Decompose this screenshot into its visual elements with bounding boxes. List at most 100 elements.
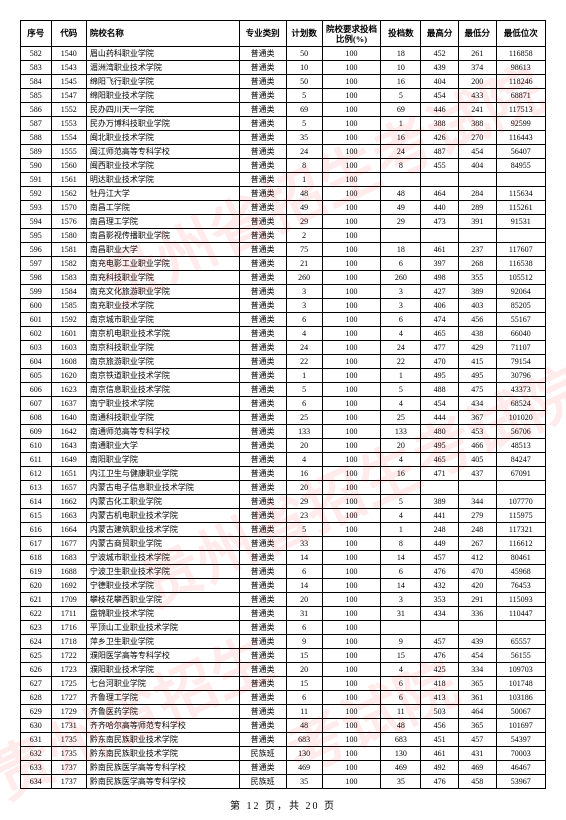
cell-low (458, 173, 496, 187)
table-row: 6031603南京科技职业学院普通类241002447742971107 (21, 341, 546, 355)
cell-archive: 683 (381, 733, 421, 747)
cell-code: 1657 (51, 481, 86, 495)
cell-rank: 117321 (496, 523, 545, 537)
cell-low: 365 (458, 677, 496, 691)
cell-high: 449 (421, 537, 459, 551)
cell-ratio: 100 (322, 299, 381, 313)
cell-low: 291 (458, 593, 496, 607)
cell-ratio: 100 (322, 719, 381, 733)
cell-type: 普通类 (239, 159, 286, 173)
cell-archive: 48 (381, 719, 421, 733)
cell-rank: 84955 (496, 159, 545, 173)
cell-archive: 9 (381, 635, 421, 649)
cell-type: 普通类 (239, 397, 286, 411)
cell-archive: 16 (381, 467, 421, 481)
cell-high: 487 (421, 145, 459, 159)
cell-seq: 620 (21, 579, 52, 593)
cell-rank: 48513 (496, 439, 545, 453)
cell-name: 南昌影视传播职业学院 (86, 229, 239, 243)
cell-code: 1561 (51, 173, 86, 187)
cell-name: 南充文化旅游职业学院 (86, 285, 239, 299)
cell-ratio: 100 (322, 117, 381, 131)
cell-type: 民族班 (239, 775, 286, 789)
cell-rank: 101748 (496, 677, 545, 691)
cell-plan: 6 (286, 621, 322, 635)
cell-high: 248 (421, 523, 459, 537)
cell-archive: 14 (381, 551, 421, 565)
cell-seq: 623 (21, 621, 52, 635)
cell-name: 闽北职业技术学院 (86, 131, 239, 145)
cell-seq: 590 (21, 159, 52, 173)
cell-code: 1570 (51, 201, 86, 215)
cell-seq: 624 (21, 635, 52, 649)
cell-type: 普通类 (239, 75, 286, 89)
cell-high: 474 (421, 313, 459, 327)
cell-name: 民办万博科技职业学院 (86, 117, 239, 131)
cell-plan: 5 (286, 383, 322, 397)
cell-seq: 632 (21, 747, 52, 761)
cell-low: 466 (458, 439, 496, 453)
cell-code: 1540 (51, 47, 86, 61)
cell-archive: 24 (381, 341, 421, 355)
table-header: 序号 代码 院校名称 专业类别 计划数 院校要求投档比例(%) 投档数 最高分 … (21, 21, 546, 47)
table-row: 6221711盘锦职业技术学院普通类3110031434336110447 (21, 607, 546, 621)
table-row: 6161664内蒙古建筑职业技术学院普通类51001248248117321 (21, 523, 546, 537)
cell-name: 内蒙古商贸职业学院 (86, 537, 239, 551)
cell-rank: 68871 (496, 89, 545, 103)
cell-seq: 619 (21, 565, 52, 579)
cell-name: 内蒙古机电职业技术学院 (86, 509, 239, 523)
table-row: 5951580南昌影视传播职业学院普通类2100 (21, 229, 546, 243)
cell-high: 473 (421, 215, 459, 229)
cell-type: 普通类 (239, 453, 286, 467)
cell-name: 南通职业大学 (86, 439, 239, 453)
cell-name: 内蒙古建筑职业技术学院 (86, 523, 239, 537)
cell-high: 454 (421, 397, 459, 411)
cell-type: 普通类 (239, 439, 286, 453)
cell-high (421, 481, 459, 495)
table-row: 5821540眉山药科职业学院普通类5010018452261116858 (21, 47, 546, 61)
cell-low: 261 (458, 47, 496, 61)
cell-rank: 105512 (496, 271, 545, 285)
cell-code: 1727 (51, 691, 86, 705)
cell-archive: 18 (381, 47, 421, 61)
cell-high: 455 (421, 159, 459, 173)
cell-high: 441 (421, 509, 459, 523)
cell-high: 488 (421, 383, 459, 397)
cell-type: 普通类 (239, 719, 286, 733)
cell-seq: 633 (21, 761, 52, 775)
cell-rank: 65557 (496, 635, 545, 649)
cell-code: 1592 (51, 313, 86, 327)
cell-archive: 49 (381, 201, 421, 215)
table-row: 5931570南昌工学院普通类4910049440289115261 (21, 201, 546, 215)
cell-code: 1709 (51, 593, 86, 607)
cell-name: 南京信息职业技术学院 (86, 383, 239, 397)
cell-code: 1723 (51, 663, 86, 677)
cell-ratio: 100 (322, 467, 381, 481)
cell-type: 普通类 (239, 187, 286, 201)
cell-archive: 8 (381, 159, 421, 173)
cell-type: 普通类 (239, 327, 286, 341)
cell-ratio: 100 (322, 411, 381, 425)
cell-type: 普通类 (239, 369, 286, 383)
table-body: 5821540眉山药科职业学院普通类5010018452261116858 5 8 3… (21, 47, 546, 789)
cell-seq: 613 (21, 481, 52, 495)
col-high: 最高分 (421, 21, 459, 47)
cell-name: 黔南民族医学高等专科学校 (86, 775, 239, 789)
cell-ratio: 100 (322, 733, 381, 747)
cell-high: 434 (421, 607, 459, 621)
cell-rank: 71107 (496, 341, 545, 355)
cell-low: 289 (458, 201, 496, 215)
cell-archive: 5 (381, 383, 421, 397)
cell-high: 495 (421, 439, 459, 453)
cell-archive (381, 481, 421, 495)
cell-type: 普通类 (239, 551, 286, 565)
cell-ratio: 100 (322, 383, 381, 397)
cell-seq: 610 (21, 439, 52, 453)
cell-ratio: 100 (322, 187, 381, 201)
cell-code: 1603 (51, 341, 86, 355)
cell-ratio: 100 (322, 761, 381, 775)
cell-plan: 48 (286, 187, 322, 201)
cell-seq: 596 (21, 243, 52, 257)
cell-rank: 43373 (496, 383, 545, 397)
cell-code: 1683 (51, 551, 86, 565)
